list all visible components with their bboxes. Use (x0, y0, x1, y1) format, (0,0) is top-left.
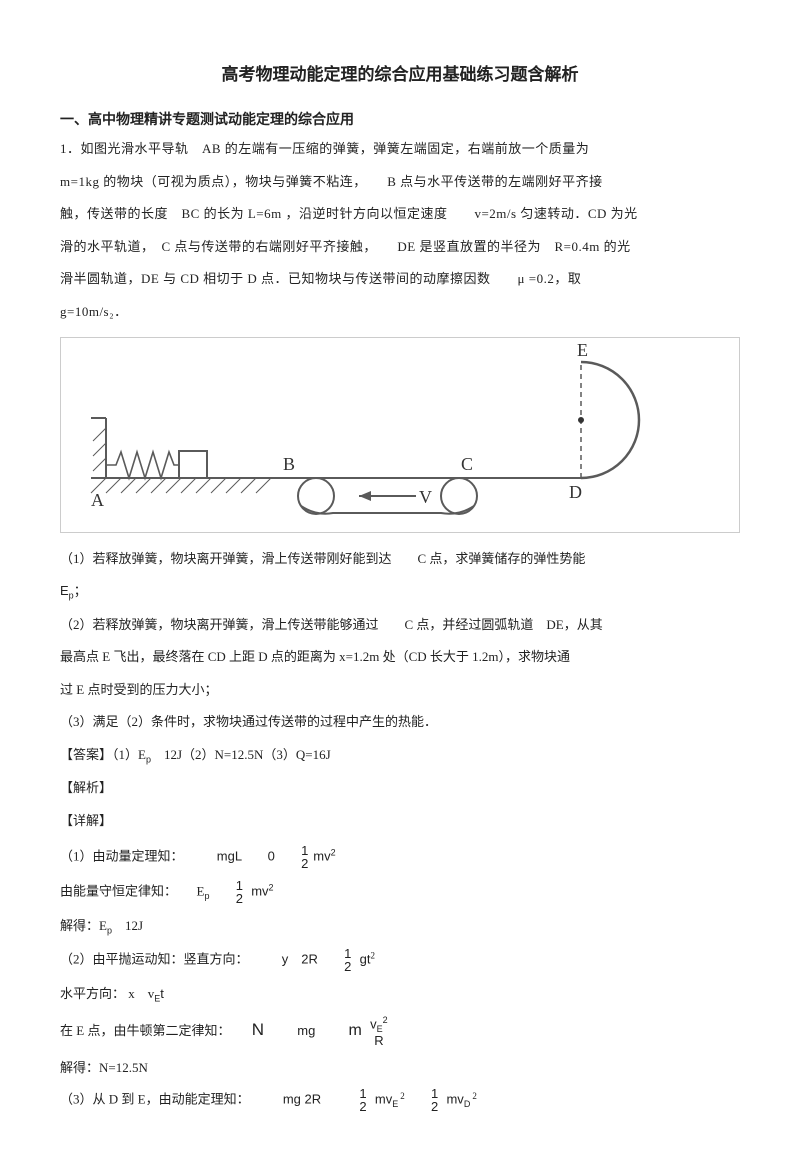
equation-1: （1）由动量定理知： mgL 0 12mv2 (60, 844, 740, 871)
problem-text-line: 滑的水平轨道， C 点与传送带的右端刚好平齐接触， DE 是竖直放置的半径为 R… (60, 233, 740, 262)
equation-7: 解得：N=12.5N (60, 1056, 740, 1079)
equation-6: 在 E 点，由牛顿第二定律知： N mg m vE2R (60, 1015, 740, 1048)
problem-text-line: g=10m/s₂． (60, 298, 740, 327)
label-b: B (283, 454, 295, 474)
label-c: C (461, 454, 473, 474)
jiexi-label: 【解析】 (60, 774, 740, 803)
equation-8: （3）从 D 到 E，由动能定理知： mg 2R 12 mvE2 12 mvD2 (60, 1087, 740, 1114)
problem-text-line: 滑半圆轨道，DE 与 CD 相切于 D 点．已知物块与传送带间的动摩擦因数 μ … (60, 265, 740, 294)
diagram-svg: A B V C D E (61, 338, 701, 528)
equation-3: 解得：Ep 12J (60, 914, 740, 939)
label-e: E (577, 340, 588, 360)
label-d: D (569, 482, 582, 502)
section-heading: 一、高中物理精讲专题测试动能定理的综合应用 (60, 109, 740, 129)
page-title: 高考物理动能定理的综合应用基础练习题含解析 (60, 60, 740, 85)
question-3-line: （3）满足（2）条件时，求物块通过传送带的过程中产生的热能． (60, 708, 740, 737)
equation-2: 由能量守恒定律知： Ep 12 mv2 (60, 879, 740, 906)
question-2-line: （2）若释放弹簧，物块离开弹簧，滑上传送带能够通过 C 点，并经过圆弧轨道 DE… (60, 611, 740, 640)
label-a: A (91, 490, 104, 510)
question-1-ep: Ep； (60, 577, 740, 606)
problem-text-line: 触，传送带的长度 BC 的长为 L=6m ，沿逆时针方向以恒定速度 v=2m/s… (60, 200, 740, 229)
xiangjie-label: 【详解】 (60, 807, 740, 836)
problem-text-line: 1．如图光滑水平导轨 AB 的左端有一压缩的弹簧，弹簧左端固定，右端前放一个质量… (60, 135, 740, 164)
ep-symbol: Ep (60, 583, 74, 598)
question-2-line: 最高点 E 飞出，最终落在 CD 上距 D 点的距离为 x=1.2m 处（CD … (60, 643, 740, 672)
label-v: V (419, 487, 432, 507)
question-1-line: （1）若释放弹簧，物块离开弹簧，滑上传送带刚好能到达 C 点，求弹簧储存的弹性势… (60, 545, 740, 574)
question-2-line: 过 E 点时受到的压力大小； (60, 676, 740, 705)
answer-line: 【答案】（1）Ep 12J（2）N=12.5N（3）Q=16J (60, 741, 740, 770)
equation-5: 水平方向： x vEt (60, 982, 740, 1007)
physics-diagram: A B V C D E (60, 337, 740, 533)
problem-text-line: m=1kg 的物块（可视为质点），物块与弹簧不粘连， B 点与水平传送带的左端刚… (60, 168, 740, 197)
equation-4: （2）由平抛运动知：竖直方向： y 2R 12 gt2 (60, 947, 740, 974)
